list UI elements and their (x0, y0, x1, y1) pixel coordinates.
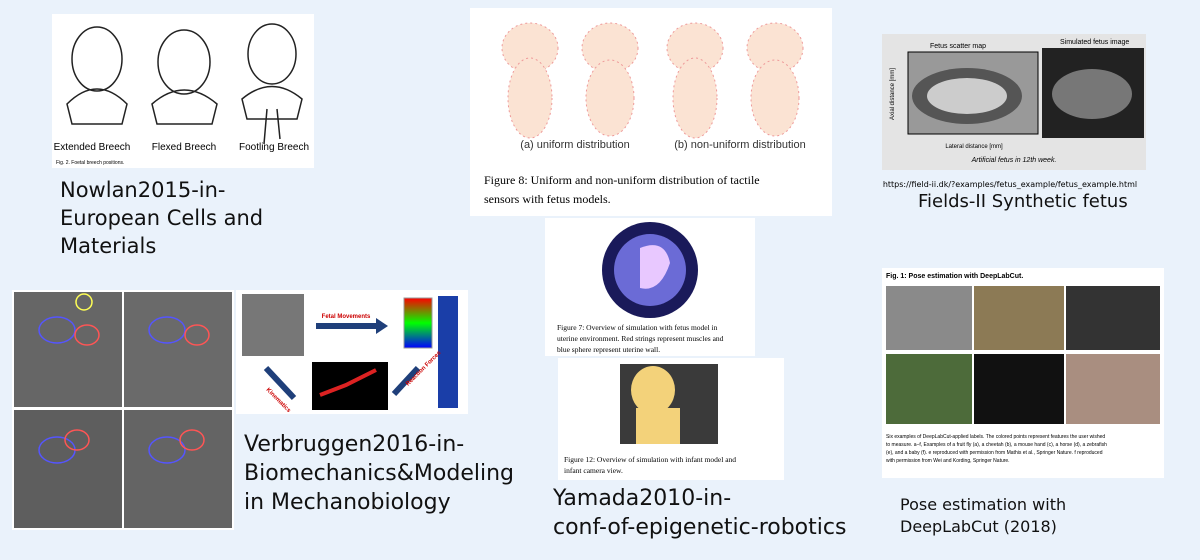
caption-line: Yamada2010-in- (553, 486, 732, 511)
label: (b) non-uniform distribution (674, 139, 805, 151)
caption: Nowlan2015-in- European Cells and Materi… (60, 176, 263, 260)
breech-figure: Extended Breech Flexed Breech Footling B… (52, 14, 314, 168)
fetus-drawing: Fetus scatter map Simulated fetus image … (890, 39, 1144, 164)
figure-title: Fig. 1: Pose estimation with DeepLabCut. (886, 273, 1023, 280)
figure-caption: Six examples of DeepLabCut-applied label… (886, 434, 1105, 440)
figure-caption: infant camera view. (564, 466, 623, 475)
model-figure: Fetal Movements Kinematics Reaction Forc… (236, 290, 468, 414)
caption-line: conf-of-epigenetic-robotics (553, 515, 847, 540)
caption-line: Biomechanics&Modeling (244, 461, 514, 486)
label: Fetal Movements (322, 314, 371, 320)
label: (a) uniform distribution (520, 139, 629, 151)
figure-caption: sensors with fetus models. (484, 192, 611, 206)
uterus-figure: Figure 7: Overview of simulation with fe… (545, 218, 755, 356)
figure-caption: Figure 7: Overview of simulation with fe… (557, 323, 718, 332)
caption: Yamada2010-in- conf-of-epigenetic-roboti… (553, 484, 846, 542)
caption-line: in Mechanobiology (244, 490, 451, 515)
caption: Verbruggen2016-in- Biomechanics&Modeling… (244, 430, 514, 517)
caption-line: Verbruggen2016-in- (244, 432, 465, 457)
infant-figure: Figure 12: Overview of simulation with i… (558, 358, 784, 480)
breech-drawing: Extended Breech Flexed Breech Footling B… (54, 23, 309, 166)
caption-line: DeepLabCut (2018) (900, 517, 1057, 536)
label: Reaction Forces (405, 350, 443, 388)
deeplabcut-figure: Fig. 1: Pose estimation with DeepLabCut.… (882, 268, 1164, 478)
caption-line: European Cells and (60, 206, 264, 230)
figure-caption: blue sphere represent uterine wall. (557, 345, 660, 354)
caption-line: Pose estimation with (900, 495, 1067, 514)
title: Simulated fetus image (1060, 39, 1129, 46)
sensor-drawing: (a) uniform distribution (b) non-uniform… (484, 22, 806, 206)
axis-label: Lateral distance [mm] (945, 144, 1003, 150)
label: Footling Breech (239, 142, 309, 153)
caption-line: Nowlan2015-in- (60, 178, 226, 202)
axis-label: Axial distance [mm] (890, 68, 896, 120)
figure-caption: to measure. a–f, Examples of a fruit fly… (886, 442, 1107, 448)
sensor-figure: (a) uniform distribution (b) non-uniform… (470, 8, 832, 216)
figure-caption: uterine environment. Red strings represe… (557, 334, 724, 343)
caption-line: Materials (60, 234, 157, 258)
ultrasound-drawing (14, 292, 232, 528)
figure-caption: Artificial fetus in 12th week. (971, 157, 1057, 164)
caption: Pose estimation with DeepLabCut (2018) (900, 494, 1066, 538)
model-drawing: Fetal Movements Kinematics Reaction Forc… (242, 294, 458, 414)
figure-caption: Figure 12: Overview of simulation with i… (564, 455, 736, 464)
figure-caption: (e), and a baby (f). e reproduced with p… (886, 450, 1103, 456)
label: Flexed Breech (152, 142, 216, 153)
fetus-figure: Fetus scatter map Simulated fetus image … (882, 34, 1146, 170)
label: Extended Breech (54, 142, 131, 153)
figure-caption: with permission from Wei and Kording, Sp… (886, 458, 1010, 464)
figure-caption: Fig. 2. Foetal breech positions. (56, 160, 124, 166)
url: https://field-ii.dk/?examples/fetus_exam… (882, 180, 1138, 189)
caption-line: Fields-II Synthetic fetus (918, 191, 1128, 212)
deeplabcut-drawing: Fig. 1: Pose estimation with DeepLabCut.… (886, 273, 1160, 464)
ultrasound-figure (12, 290, 234, 530)
infant-drawing: Figure 12: Overview of simulation with i… (564, 364, 736, 475)
figure-caption: Figure 8: Uniform and non-uniform distri… (484, 173, 760, 187)
title: Fetus scatter map (930, 43, 986, 50)
caption: Fields-II Synthetic fetus (918, 188, 1128, 216)
uterus-drawing: Figure 7: Overview of simulation with fe… (557, 222, 724, 354)
